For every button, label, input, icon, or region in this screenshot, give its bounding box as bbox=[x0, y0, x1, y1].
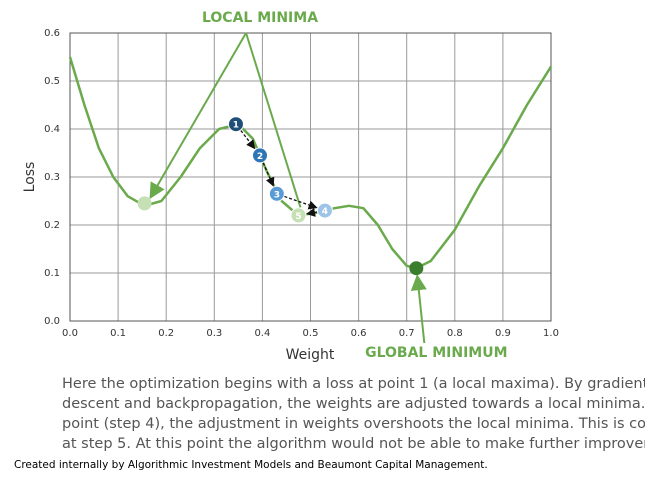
annotation: LOCAL MINIMA bbox=[202, 10, 318, 26]
annotation-arrow bbox=[410, 274, 427, 344]
annotation: GLOBAL MINIMUM bbox=[365, 345, 507, 361]
caption-line: descent and backpropagation, the weights… bbox=[62, 396, 645, 412]
step-marker bbox=[290, 207, 307, 224]
step-arrow bbox=[262, 162, 275, 187]
y-tick-label: 0.1 bbox=[44, 268, 60, 279]
x-tick-label: 0.0 bbox=[62, 328, 78, 339]
step-arrow bbox=[240, 130, 256, 150]
plot-border bbox=[69, 32, 552, 322]
step-label: 2 bbox=[257, 152, 263, 162]
step-label: 1 bbox=[233, 121, 239, 131]
x-axis-label: Weight bbox=[286, 347, 335, 363]
x-tick-label: 0.1 bbox=[110, 328, 126, 339]
x-tick-label: 0.4 bbox=[254, 328, 270, 339]
caption-line: at step 5. At this point the algorithm w… bbox=[62, 436, 645, 452]
y-tick-label: 0.2 bbox=[44, 220, 60, 231]
step-marker bbox=[268, 185, 285, 202]
step-label: 4 bbox=[322, 207, 328, 217]
step-marker bbox=[227, 116, 244, 133]
x-tick-label: 0.6 bbox=[351, 328, 367, 339]
y-axis-label: Loss bbox=[22, 162, 38, 193]
caption-line: Here the optimization begins with a loss… bbox=[62, 376, 645, 392]
y-tick-label: 0.4 bbox=[44, 124, 60, 135]
x-tick-label: 1.0 bbox=[543, 328, 559, 339]
x-tick-label: 0.8 bbox=[447, 328, 463, 339]
credit: Created internally by Algorithmic Invest… bbox=[14, 459, 488, 471]
caption: Here the optimization begins with a loss… bbox=[62, 374, 645, 454]
x-tick-label: 0.7 bbox=[399, 328, 415, 339]
y-tick-label: 0.6 bbox=[44, 28, 60, 39]
step-arrow bbox=[284, 195, 318, 210]
y-tick-label: 0.5 bbox=[44, 76, 60, 87]
annotation-line bbox=[245, 32, 302, 208]
x-tick-label: 0.2 bbox=[158, 328, 174, 339]
step-label: 5 bbox=[295, 212, 301, 222]
step-arrow bbox=[306, 207, 318, 217]
y-tick-label: 0.3 bbox=[44, 172, 60, 183]
step-marker bbox=[316, 202, 333, 219]
annotation-arrow bbox=[149, 32, 247, 200]
minimum-marker bbox=[409, 261, 424, 276]
step-label: 3 bbox=[274, 190, 280, 200]
x-tick-label: 0.9 bbox=[495, 328, 511, 339]
step-marker bbox=[251, 147, 268, 164]
y-tick-label: 0.0 bbox=[44, 316, 60, 327]
chart: Weight Loss 0.0 0.1 0.2 0.3 0.4 0.5 0.6 0.0 0.1 0… bbox=[22, 10, 559, 363]
minimum-marker bbox=[137, 196, 152, 211]
caption-line: point (step 4), the adjustment in weight… bbox=[62, 416, 645, 432]
x-tick-label: 0.3 bbox=[206, 328, 222, 339]
x-tick-label: 0.5 bbox=[303, 328, 319, 339]
